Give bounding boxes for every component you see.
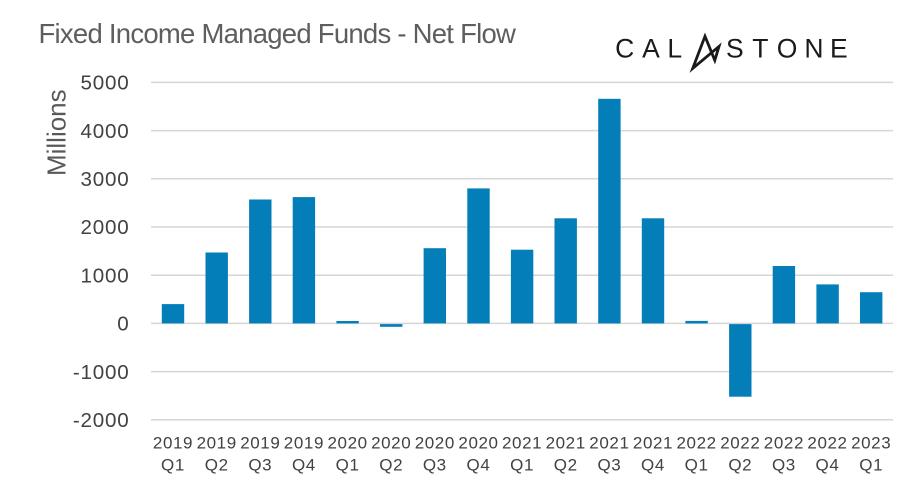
svg-text:Q4: Q4 (292, 456, 316, 475)
svg-text:S: S (726, 33, 744, 63)
svg-text:2022: 2022 (720, 434, 760, 453)
svg-text:Fixed Income Managed Funds - N: Fixed Income Managed Funds - Net Flow (39, 18, 517, 49)
svg-text:2022: 2022 (676, 434, 716, 453)
svg-text:2021: 2021 (502, 434, 542, 453)
svg-text:Q3: Q3 (597, 456, 621, 475)
svg-text:Q1: Q1 (685, 456, 709, 475)
svg-text:Q1: Q1 (161, 456, 185, 475)
svg-text:2023: 2023 (851, 434, 891, 453)
svg-text:2020: 2020 (458, 434, 498, 453)
svg-text:3000: 3000 (80, 168, 129, 191)
svg-text:Q1: Q1 (510, 456, 534, 475)
svg-text:1000: 1000 (80, 264, 129, 287)
svg-text:Millions: Millions (41, 89, 71, 176)
svg-text:-1000: -1000 (73, 361, 130, 384)
svg-text:Q2: Q2 (205, 456, 229, 475)
svg-text:5000: 5000 (80, 72, 129, 95)
svg-text:Q3: Q3 (248, 456, 272, 475)
svg-text:T: T (752, 33, 768, 63)
svg-text:2021: 2021 (546, 434, 586, 453)
svg-text:L: L (667, 33, 682, 63)
svg-text:2021: 2021 (633, 434, 673, 453)
svg-text:2021: 2021 (589, 434, 629, 453)
svg-text:Q4: Q4 (467, 456, 491, 475)
svg-text:2020: 2020 (371, 434, 411, 453)
svg-text:C: C (615, 33, 634, 63)
svg-text:2019: 2019 (197, 434, 237, 453)
svg-text:2020: 2020 (415, 434, 455, 453)
svg-text:Q4: Q4 (641, 456, 665, 475)
svg-text:Q3: Q3 (423, 456, 447, 475)
svg-text:2019: 2019 (284, 434, 324, 453)
svg-text:2022: 2022 (807, 434, 847, 453)
svg-text:2022: 2022 (764, 434, 804, 453)
svg-text:E: E (830, 33, 848, 63)
svg-text:Q4: Q4 (816, 456, 840, 475)
svg-text:0: 0 (117, 313, 129, 336)
svg-text:A: A (642, 33, 660, 63)
svg-text:2019: 2019 (153, 434, 193, 453)
svg-text:2019: 2019 (240, 434, 280, 453)
svg-text:N: N (804, 33, 823, 63)
svg-text:Q2: Q2 (379, 456, 403, 475)
svg-text:O: O (777, 33, 798, 63)
svg-text:-2000: -2000 (73, 409, 130, 432)
svg-text:2000: 2000 (80, 216, 129, 239)
svg-text:4000: 4000 (80, 120, 129, 143)
svg-text:Q2: Q2 (728, 456, 752, 475)
svg-text:Q2: Q2 (554, 456, 578, 475)
svg-text:Q3: Q3 (772, 456, 796, 475)
svg-text:Q1: Q1 (336, 456, 360, 475)
svg-text:Q1: Q1 (859, 456, 883, 475)
svg-text:2020: 2020 (327, 434, 367, 453)
